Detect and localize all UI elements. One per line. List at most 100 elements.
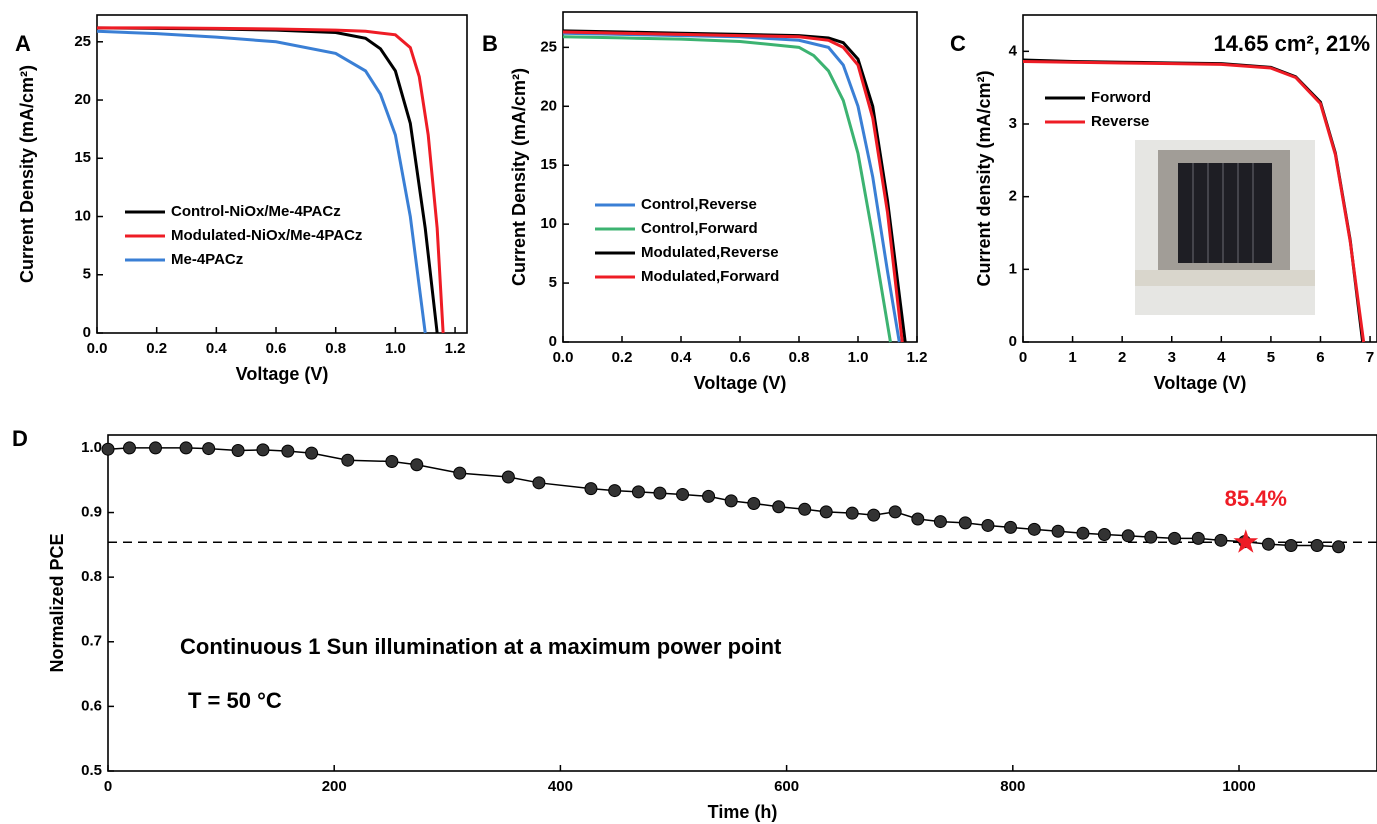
y-tick-label: 25 <box>540 38 557 55</box>
panel-label: A <box>15 31 31 56</box>
y-tick-label: 2 <box>1009 188 1017 205</box>
data-point <box>1261 537 1275 551</box>
data-point <box>256 443 270 457</box>
data-point <box>202 442 216 456</box>
annotation: T = 50 °C <box>188 688 282 713</box>
y-axis-label: Current density (mA/cm²) <box>974 70 994 286</box>
x-tick-label: 0 <box>104 778 112 795</box>
photo-ruler <box>1135 270 1315 286</box>
x-tick-label: 0.8 <box>325 340 346 357</box>
data-point <box>231 444 245 458</box>
x-tick-label: 1.0 <box>385 340 406 357</box>
panel-label: D <box>12 426 28 451</box>
x-axis-label: Voltage (V) <box>1154 373 1247 393</box>
x-tick-label: 600 <box>774 778 799 795</box>
x-tick-label: 1000 <box>1222 778 1255 795</box>
y-tick-label: 0.9 <box>81 504 102 521</box>
data-point <box>933 515 947 529</box>
data-point <box>1191 531 1205 545</box>
y-tick-label: 0.5 <box>81 762 102 779</box>
y-tick-label: 1.0 <box>81 439 102 456</box>
y-tick-label: 15 <box>74 149 91 166</box>
y-axis-label: Current Density (mA/cm²) <box>509 68 529 286</box>
x-tick-label: 0.0 <box>87 340 108 357</box>
x-tick-label: 1.2 <box>907 349 928 366</box>
annotation: Continuous 1 Sun illumination at a maxim… <box>180 634 782 659</box>
series-line <box>97 26 445 334</box>
data-point <box>1214 533 1228 547</box>
highlight-label: 85.4% <box>1225 486 1287 511</box>
y-tick-label: 20 <box>74 91 91 108</box>
data-point <box>1076 526 1090 540</box>
x-tick-label: 400 <box>548 778 573 795</box>
y-tick-label: 4 <box>1009 42 1018 59</box>
x-tick-label: 0.6 <box>730 349 751 366</box>
x-tick-label: 0.8 <box>789 349 810 366</box>
y-tick-label: 0.8 <box>81 568 102 585</box>
legend-label: Modulated,Forward <box>641 268 779 285</box>
x-axis-label: Voltage (V) <box>236 364 329 384</box>
y-tick-label: 15 <box>540 156 557 173</box>
x-tick-label: 4 <box>1217 349 1226 366</box>
series-line <box>562 35 892 343</box>
y-tick-label: 25 <box>74 33 91 50</box>
data-point <box>122 441 136 455</box>
series-line <box>562 30 904 343</box>
y-tick-label: 10 <box>540 215 557 232</box>
data-point <box>676 487 690 501</box>
photo-cell-lines <box>1192 163 1254 263</box>
data-point <box>724 494 738 508</box>
legend-label: Modulated,Reverse <box>641 244 779 261</box>
x-tick-label: 200 <box>322 778 347 795</box>
x-tick-label: 0.0 <box>553 349 574 366</box>
data-point <box>341 453 355 467</box>
data-point <box>608 484 622 498</box>
y-tick-label: 20 <box>540 97 557 114</box>
highlight-star <box>1233 529 1259 553</box>
legend: Forword Reverse <box>1045 89 1151 130</box>
y-tick-label: 10 <box>74 207 91 224</box>
data-point <box>958 516 972 530</box>
y-tick-label: 0.6 <box>81 697 102 714</box>
x-tick-label: 800 <box>1000 778 1025 795</box>
data-point <box>798 502 812 516</box>
x-tick-label: 1.0 <box>848 349 869 366</box>
data-point <box>584 482 598 496</box>
data-point <box>149 441 163 455</box>
plot-frame <box>107 434 1377 772</box>
x-tick-label: 0.6 <box>266 340 287 357</box>
data-point <box>1144 530 1158 544</box>
x-tick-label: 0 <box>1019 349 1027 366</box>
data-point <box>888 505 902 519</box>
photo-cell <box>1178 163 1272 263</box>
data-point <box>532 476 546 490</box>
data-point <box>410 458 424 472</box>
x-tick-label: 0.2 <box>612 349 633 366</box>
y-tick-label: 3 <box>1009 115 1017 132</box>
data-point <box>501 470 515 484</box>
data-point <box>305 446 319 460</box>
y-axis-label: Normalized PCE <box>47 533 67 672</box>
x-tick-label: 3 <box>1168 349 1176 366</box>
y-tick-label: 5 <box>83 266 91 283</box>
x-tick-label: 7 <box>1366 349 1374 366</box>
data-point <box>845 506 859 520</box>
y-tick-label: 1 <box>1009 260 1017 277</box>
data-point <box>385 454 399 468</box>
data-point <box>819 505 833 519</box>
x-tick-label: 1 <box>1068 349 1076 366</box>
y-tick-label: 0 <box>1009 333 1017 350</box>
series-line <box>1022 60 1366 343</box>
y-tick-label: 0.7 <box>81 633 102 650</box>
legend-label: Reverse <box>1091 113 1149 130</box>
plot-frame <box>1022 14 1377 343</box>
x-tick-label: 0.4 <box>206 340 228 357</box>
legend: Control,Reverse Control,Forward Modulated,… <box>595 196 779 285</box>
data-point <box>1332 540 1346 554</box>
data-point <box>1284 538 1298 552</box>
x-tick-label: 1.2 <box>445 340 466 357</box>
data-point <box>1168 531 1182 545</box>
x-tick-label: 6 <box>1316 349 1324 366</box>
data-point <box>772 500 786 514</box>
legend: Control-NiOx/Me-4PACz Modulated-NiOx/Me-4… <box>125 203 362 268</box>
